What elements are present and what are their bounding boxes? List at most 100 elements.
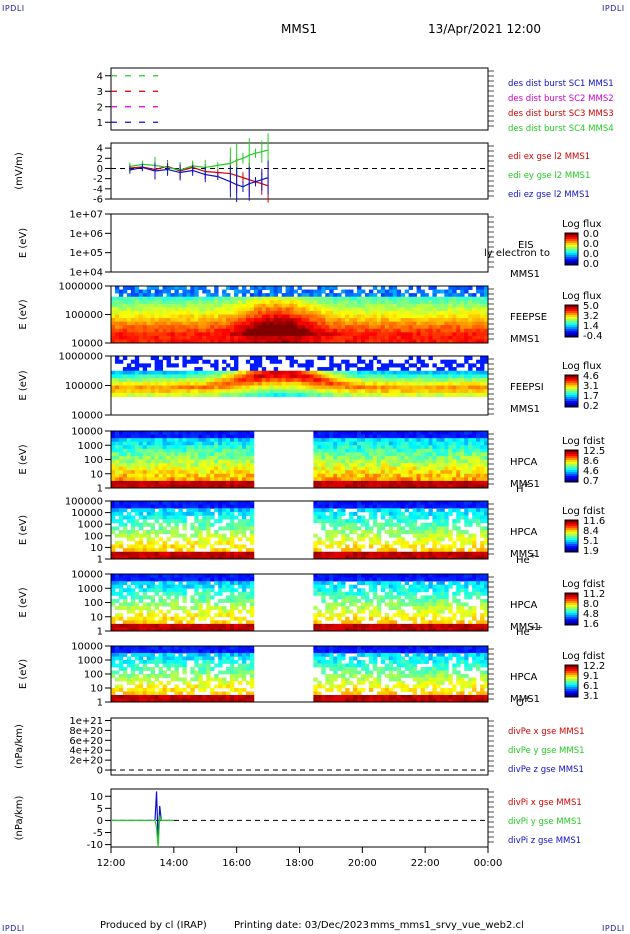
colorbar-swatch [565, 381, 578, 384]
heatmap-cell [476, 296, 481, 301]
colorbar-swatch [565, 379, 578, 382]
heatmap-cell [130, 484, 136, 489]
heatmap-cell [269, 370, 275, 375]
heatmap-cell [241, 501, 247, 506]
heatmap-cell [420, 289, 425, 294]
heatmap-cell [388, 325, 394, 330]
heatmap-cell [436, 339, 441, 344]
heatmap-cell [484, 310, 489, 315]
heatmap-cell [178, 392, 183, 397]
heatmap-cell [126, 370, 132, 375]
heatmap-cell [162, 370, 167, 375]
colorbar-swatch [565, 450, 578, 453]
heatmap-cell [261, 381, 267, 386]
heatmap-cell [420, 438, 425, 443]
heatmap-cell [380, 455, 386, 460]
heatmap-cell [384, 508, 390, 513]
heatmap-cell [218, 310, 223, 315]
heatmap-cell [484, 374, 489, 379]
heatmap-cell [372, 325, 378, 330]
heatmap-cell [460, 307, 465, 312]
heatmap-cell [424, 504, 429, 509]
heatmap-cell [222, 310, 227, 315]
heatmap-cell [392, 286, 398, 290]
heatmap-cell [174, 325, 179, 330]
heatmap-cell [142, 480, 148, 485]
heatmap-cell [372, 310, 378, 315]
heatmap-cell [484, 452, 489, 457]
heatmap-cell [122, 501, 128, 506]
heatmap-cell [202, 318, 207, 323]
heatmap-cell [480, 385, 485, 390]
heatmap-cell [194, 501, 199, 506]
heatmap-cell [404, 473, 410, 478]
heatmap-cell [424, 522, 429, 527]
heatmap-cell [412, 325, 417, 330]
heatmap-cell [237, 480, 243, 485]
colorbar-swatch [565, 399, 578, 402]
heatmap-cell [222, 501, 227, 506]
heatmap-cell [313, 555, 318, 560]
heatmap-cell [114, 526, 120, 531]
heatmap-cell [241, 455, 247, 460]
heatmap-cell [353, 307, 358, 312]
heatmap-cell [138, 584, 144, 589]
heatmap-cell [241, 508, 247, 513]
heatmap-cell [134, 581, 140, 586]
heatmap-cell [460, 452, 465, 457]
heatmap-cell [408, 296, 413, 301]
heatmap-cell [376, 314, 382, 319]
heatmap-cell [364, 459, 370, 464]
heatmap-cell [464, 438, 469, 443]
heatmap-cell [134, 602, 140, 607]
heatmap-cell [170, 293, 175, 298]
heatmap-cell [329, 515, 334, 520]
heatmap-cell [166, 441, 171, 446]
heatmap-cell [436, 515, 441, 520]
heatmap-cell [388, 473, 394, 478]
heatmap-cell [190, 533, 195, 538]
heatmap-cell [150, 537, 156, 542]
heatmap-cell [420, 381, 425, 386]
heatmap-cell [353, 448, 358, 453]
heatmap-cell [313, 455, 318, 460]
heatmap-cell [170, 544, 175, 549]
heatmap-cell [249, 484, 255, 489]
heatmap-cell [452, 438, 457, 443]
heatmap-cell [126, 537, 132, 542]
instrument-label: FEEPSI [510, 382, 544, 393]
heatmap-cell [464, 431, 469, 435]
heatmap-cell [214, 392, 219, 397]
heatmap-cell [222, 470, 227, 475]
heatmap-cell [134, 522, 140, 527]
heatmap-cell [424, 459, 429, 464]
heatmap-cell [353, 455, 358, 460]
heatmap-cell [182, 459, 187, 464]
heatmap-cell [166, 363, 171, 368]
heatmap-cell [333, 452, 338, 457]
heatmap-cell [245, 448, 251, 453]
heatmap-cell [289, 359, 294, 364]
heatmap-cell [218, 548, 223, 553]
heatmap-cell [134, 389, 140, 394]
heatmap-cell [234, 459, 239, 464]
heatmap-cell [333, 286, 338, 290]
heatmap-cell [142, 445, 148, 450]
heatmap-cell [396, 480, 402, 485]
heatmap-cell [111, 434, 116, 439]
heatmap-cell [273, 389, 279, 394]
legend-entry: edi ex gse l2 MMS1 [508, 152, 590, 162]
heatmap-cell [194, 515, 199, 520]
heatmap-cell [289, 328, 294, 333]
heatmap-cell [170, 296, 175, 301]
heatmap-cell [412, 448, 417, 453]
colorbar-tick-label: 5.0 [583, 301, 599, 312]
heatmap-cell [468, 555, 473, 560]
heatmap-cell [456, 286, 461, 290]
heatmap-cell [114, 445, 120, 450]
heatmap-cell [241, 526, 247, 531]
heatmap-cell [452, 470, 457, 475]
heatmap-cell [237, 452, 243, 457]
heatmap-cell [230, 484, 235, 489]
heatmap-cell [111, 328, 116, 333]
